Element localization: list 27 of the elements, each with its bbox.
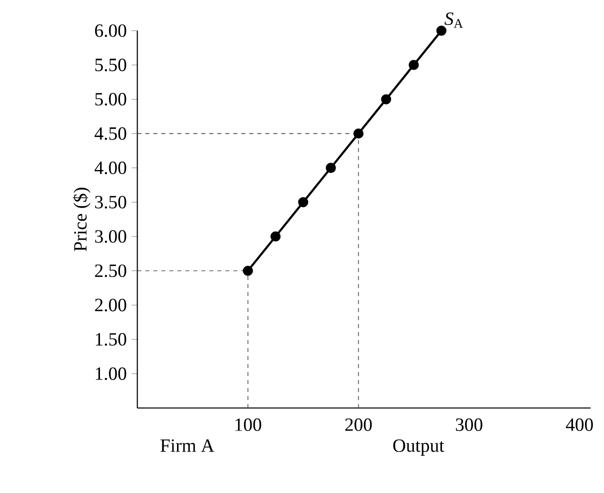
y-tick-label: 6.00 [95,24,126,37]
y-tick-label: 1.50 [96,332,126,346]
y-tick-label: 2.50 [95,264,126,277]
y-axis-title: Price ($) [72,188,90,252]
point [436,25,446,36]
x-tick-label: 300 [456,418,482,431]
point [408,60,419,70]
point [326,162,336,173]
point [298,196,308,208]
y-tick-label: 4.00 [94,161,126,174]
text: Firm A [160,439,214,452]
y-tick-label: 5.00 [95,92,126,106]
x-tick-label: 100 [236,418,262,431]
x-axis-title: Output [393,439,444,456]
point [270,231,281,242]
point [242,266,253,276]
point [381,94,392,104]
point [353,128,364,138]
y-tick-label: 3.50 [95,196,126,208]
series-label: S$_{A}$ [444,12,464,28]
y-tick-label: 1.00 [96,367,126,380]
y-tick-label: 2.00 [95,298,126,312]
y-tick-label: 3.00 [95,230,126,243]
x-tick-label: 400 [566,418,593,431]
y-tick-label: 5.50 [95,58,126,72]
x-tick-label: 200 [345,418,372,431]
y-tick-label: 4.50 [94,127,126,140]
